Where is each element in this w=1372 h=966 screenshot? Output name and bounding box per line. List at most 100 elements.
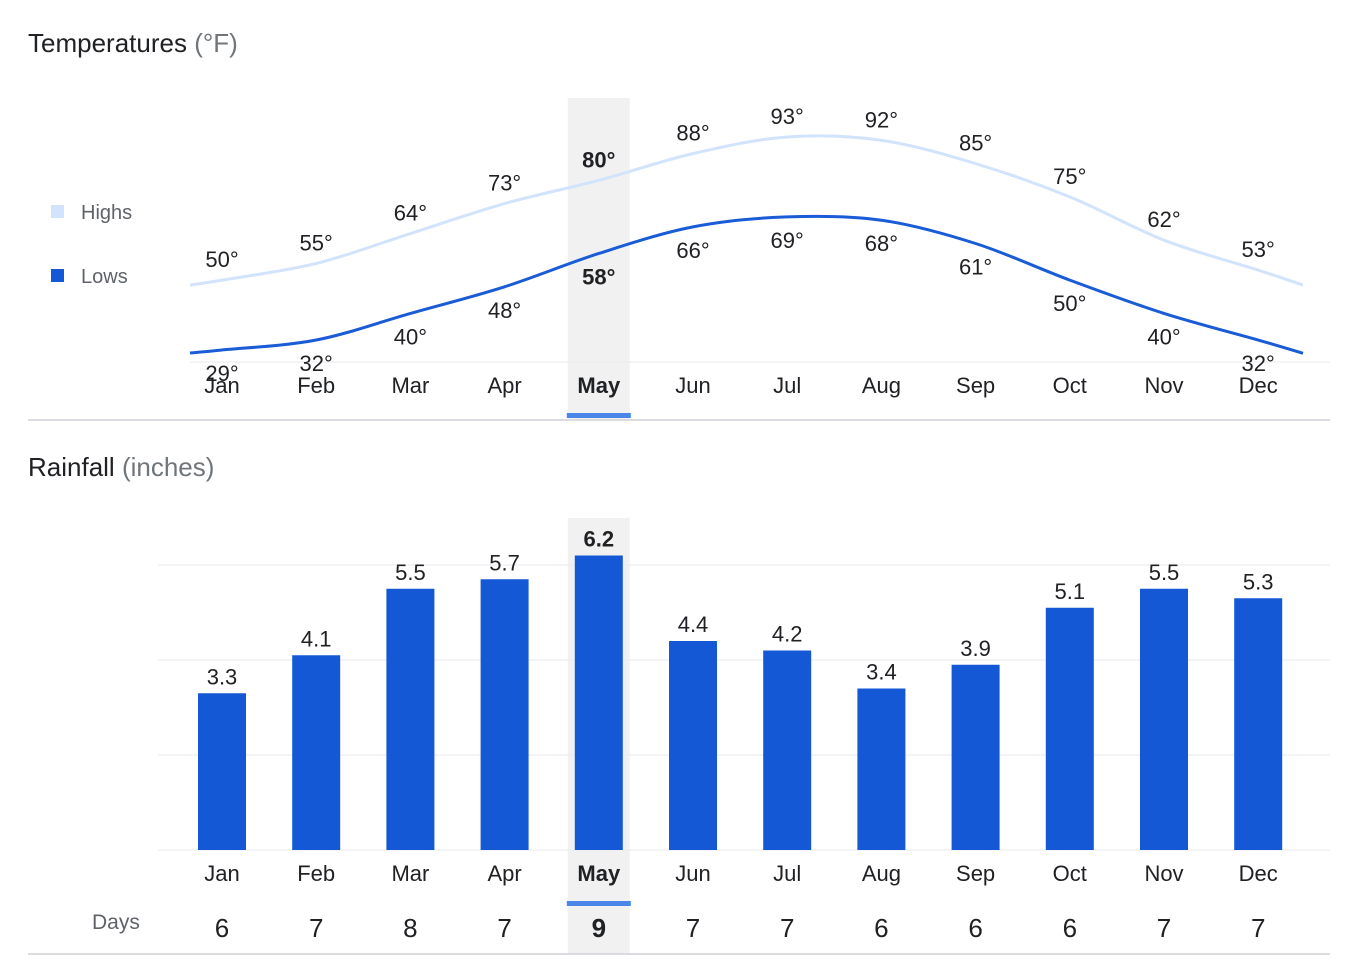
x-tick-label-temperatures: Mar xyxy=(391,373,429,398)
rain-days-value: 6 xyxy=(968,913,982,943)
legend-lows: Lows xyxy=(51,266,128,289)
data-label-high: 92° xyxy=(865,107,898,132)
temperatures-title-text: Temperatures xyxy=(28,28,187,58)
data-label-high: 80° xyxy=(582,147,615,172)
days-label: Days xyxy=(92,911,140,934)
x-tick-label-temperatures: Oct xyxy=(1053,373,1087,398)
rain-days-value: 7 xyxy=(497,913,511,943)
x-tick-label-temperatures: Jun xyxy=(675,373,710,398)
data-label-low: 58° xyxy=(582,264,615,289)
rain-days-value: 6 xyxy=(215,913,229,943)
x-tick-label-rainfall: Oct xyxy=(1053,861,1087,886)
temperatures-unit: (°F) xyxy=(194,28,238,58)
data-label-low: 48° xyxy=(488,298,521,323)
rain-days-value: 7 xyxy=(686,913,700,943)
data-label-high: 50° xyxy=(205,247,238,272)
rainfall-bar xyxy=(1045,607,1094,850)
rainfall-bar xyxy=(292,655,341,850)
x-tick-label-temperatures: Aug xyxy=(862,373,901,398)
data-label-high: 85° xyxy=(959,131,992,156)
data-label-high: 75° xyxy=(1053,164,1086,189)
x-tick-label-temperatures: Sep xyxy=(956,373,995,398)
data-label-rainfall: 5.1 xyxy=(1055,579,1086,604)
legend-highs: Highs xyxy=(51,202,132,225)
x-tick-label-rainfall: Feb xyxy=(297,861,335,886)
data-label-high: 55° xyxy=(300,230,333,255)
x-tick-label-rainfall: Nov xyxy=(1144,861,1183,886)
data-label-low: 50° xyxy=(1053,291,1086,316)
rain-days-value: 7 xyxy=(309,913,323,943)
rainfall-bar xyxy=(857,688,906,850)
rain-days-value: 7 xyxy=(1251,913,1265,943)
data-label-rainfall: 4.4 xyxy=(678,612,709,637)
x-tick-label-rainfall: Jan xyxy=(204,861,239,886)
x-tick-label-temperatures: Jul xyxy=(773,373,801,398)
x-tick-label-temperatures: Dec xyxy=(1239,373,1278,398)
x-tick-label-temperatures: Feb xyxy=(297,373,335,398)
selected-month-indicator-rainfall xyxy=(566,901,631,906)
data-label-high: 62° xyxy=(1147,207,1180,232)
x-tick-label-rainfall: May xyxy=(577,861,621,886)
rainfall-bar xyxy=(1140,588,1188,850)
rain-days-value: 9 xyxy=(592,913,606,943)
x-tick-label-rainfall: Dec xyxy=(1239,861,1278,886)
data-label-high: 53° xyxy=(1242,237,1275,262)
selected-month-indicator-temperatures xyxy=(566,413,631,418)
data-label-rainfall: 5.7 xyxy=(489,550,520,575)
x-tick-label-rainfall: Apr xyxy=(487,861,521,886)
data-label-high: 64° xyxy=(394,201,427,226)
rainfall-bar xyxy=(386,588,435,850)
data-label-high: 93° xyxy=(771,104,804,129)
data-label-rainfall: 3.4 xyxy=(866,660,897,685)
temperatures-title: Temperatures (°F) xyxy=(28,28,238,59)
rain-days-value: 6 xyxy=(874,913,888,943)
x-tick-label-rainfall: Aug xyxy=(862,861,901,886)
data-label-low: 69° xyxy=(771,228,804,253)
rainfall-unit: (inches) xyxy=(121,452,215,482)
data-label-rainfall: 3.3 xyxy=(207,664,238,689)
x-tick-label-temperatures: May xyxy=(577,373,621,398)
data-label-rainfall: 5.3 xyxy=(1243,569,1274,594)
rainfall-title-text: Rainfall xyxy=(28,452,115,482)
data-label-low: 29° xyxy=(205,361,238,386)
rain-days-value: 8 xyxy=(403,913,417,943)
x-tick-label-temperatures: Jan xyxy=(204,373,239,398)
rainfall-bar xyxy=(480,579,529,850)
x-tick-label-temperatures: Nov xyxy=(1144,373,1183,398)
data-label-low: 40° xyxy=(1147,324,1180,349)
rain-days-value: 6 xyxy=(1063,913,1077,943)
data-label-rainfall: 3.9 xyxy=(960,636,991,661)
data-label-low: 68° xyxy=(865,231,898,256)
data-label-low: 61° xyxy=(959,255,992,280)
data-label-rainfall: 4.1 xyxy=(301,626,332,651)
rainfall-bar xyxy=(763,650,812,850)
rainfall-bar xyxy=(198,693,246,850)
legend-lows-swatch xyxy=(51,269,64,282)
rainfall-bar xyxy=(1234,598,1283,850)
rain-days-value: 7 xyxy=(780,913,794,943)
data-label-low: 40° xyxy=(394,324,427,349)
legend-lows-label: Lows xyxy=(81,266,128,288)
rainfall-bar xyxy=(951,664,1000,850)
data-label-rainfall: 5.5 xyxy=(1149,560,1180,585)
x-tick-label-rainfall: Sep xyxy=(956,861,995,886)
x-tick-label-rainfall: Mar xyxy=(391,861,429,886)
x-tick-label-rainfall: Jun xyxy=(675,861,710,886)
legend-highs-swatch xyxy=(51,205,64,218)
rainfall-bar xyxy=(574,555,623,850)
series-line-highs xyxy=(189,134,1304,287)
rain-days-value: 7 xyxy=(1157,913,1171,943)
data-label-high: 88° xyxy=(676,121,709,146)
legend-highs-label: Highs xyxy=(81,202,133,224)
data-label-rainfall: 6.2 xyxy=(584,527,615,552)
data-label-high: 73° xyxy=(488,171,521,196)
x-tick-label-temperatures: Apr xyxy=(487,373,521,398)
data-label-low: 66° xyxy=(676,238,709,263)
series-line-lows xyxy=(189,214,1304,355)
rainfall-title: Rainfall (inches) xyxy=(28,452,214,483)
data-label-low: 32° xyxy=(1242,351,1275,376)
x-tick-label-rainfall: Jul xyxy=(773,861,801,886)
data-label-low: 32° xyxy=(300,351,333,376)
rainfall-bar xyxy=(669,641,717,850)
